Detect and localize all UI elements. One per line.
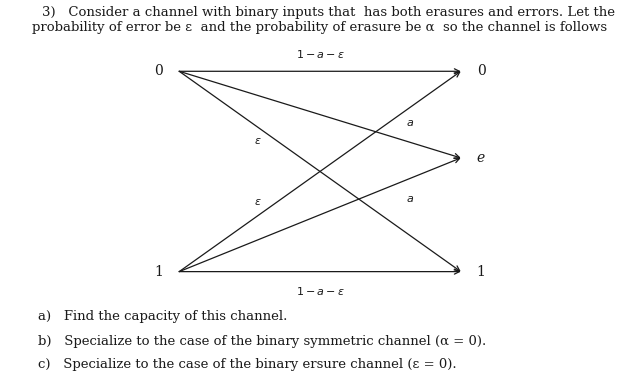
Text: 0: 0 (154, 64, 163, 78)
Text: probability of error be ε  and the probability of erasure be α  so the channel i: probability of error be ε and the probab… (33, 21, 607, 34)
Text: a)   Find the capacity of this channel.: a) Find the capacity of this channel. (38, 310, 288, 323)
Text: $1-a-\epsilon$: $1-a-\epsilon$ (296, 285, 344, 297)
Text: $\epsilon$: $\epsilon$ (254, 197, 262, 206)
Text: c)   Specialize to the case of the binary ersure channel (ε = 0).: c) Specialize to the case of the binary … (38, 358, 457, 371)
Text: 1: 1 (477, 265, 486, 279)
Text: b)   Specialize to the case of the binary symmetric channel (α = 0).: b) Specialize to the case of the binary … (38, 335, 486, 348)
Text: 3)   Consider a channel with binary inputs that  has both erasures and errors. L: 3) Consider a channel with binary inputs… (25, 6, 615, 19)
Text: 1: 1 (154, 265, 163, 279)
Text: 0: 0 (477, 64, 486, 78)
Text: $1-a-\epsilon$: $1-a-\epsilon$ (296, 49, 344, 61)
Text: $\epsilon$: $\epsilon$ (254, 136, 262, 146)
Text: $a$: $a$ (406, 194, 415, 205)
Text: $a$: $a$ (406, 118, 415, 128)
Text: e: e (477, 151, 485, 165)
